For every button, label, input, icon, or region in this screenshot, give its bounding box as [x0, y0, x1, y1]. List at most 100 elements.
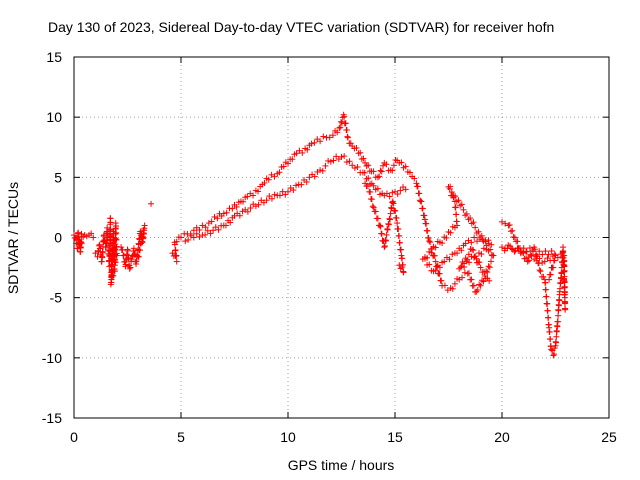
data-point-rise	[342, 120, 349, 127]
data-point-final-dip	[550, 352, 557, 359]
data-point-late-bands	[418, 198, 425, 205]
data-point-drops	[383, 237, 390, 244]
data-point-hour2-3	[125, 255, 132, 262]
data-point-rise	[199, 222, 206, 229]
data-point-drops	[398, 246, 405, 253]
data-point-rise	[202, 224, 209, 231]
ticks: 0 5 10 15 20 25 -15 -10 -5 0 5 10 15	[42, 49, 617, 445]
data-point-rise-lower-band	[303, 179, 310, 186]
data-point-drops	[370, 204, 377, 211]
data-point-late-bands	[485, 263, 492, 270]
data-point-rise	[357, 149, 364, 156]
data-point-rise-lower-band	[322, 162, 329, 169]
data-point-hour1-2	[110, 242, 117, 249]
data-point-rise-lower-band	[236, 212, 243, 219]
data-point-drops	[388, 204, 395, 211]
data-point-late-bands	[451, 280, 458, 287]
data-point-final-dip	[556, 297, 563, 304]
data-point-final-dip	[546, 271, 553, 278]
data-point-final-dip	[547, 336, 554, 343]
data-point-final-dip	[507, 243, 514, 250]
data-point-final-dip	[561, 263, 568, 270]
data-point-rise	[378, 168, 385, 175]
data-point-rise-lower-band	[210, 227, 217, 234]
x-tick-label: 0	[70, 429, 78, 445]
data-point-late-bands	[469, 246, 476, 253]
data-point-rise	[285, 160, 291, 167]
data-point-drops	[381, 243, 388, 250]
data-point-drops	[387, 216, 394, 223]
data-point-rise-lower-band	[338, 153, 345, 160]
data-point-drops	[393, 215, 400, 222]
data-point-late-bands	[475, 250, 482, 257]
data-point-rise	[341, 113, 348, 120]
data-point-final-dip	[548, 247, 555, 254]
data-point-late-bands	[446, 185, 453, 192]
data-point-final-dip	[561, 273, 568, 280]
data-point-final-dip	[561, 252, 568, 259]
data-point-late-bands	[485, 240, 492, 247]
data-point-drops	[396, 262, 403, 269]
data-point-final-dip	[546, 329, 553, 336]
data-point-rise-lower-band	[279, 188, 286, 195]
data-point-rise	[337, 124, 344, 131]
data-point-late-bands	[450, 192, 457, 199]
data-point-final-dip	[524, 258, 531, 265]
data-point-hour1-2	[99, 249, 106, 256]
data-point-rise	[244, 193, 251, 200]
data-point-late-bands	[473, 230, 480, 237]
data-point-rise	[339, 114, 346, 121]
data-point-late-bands	[449, 251, 456, 258]
data-point-rise	[190, 227, 197, 234]
data-point-late-bands	[430, 243, 437, 250]
data-point-rise	[196, 226, 203, 233]
data-point-late-bands	[448, 189, 455, 196]
data-point-drops	[372, 208, 379, 215]
data-point-isolated	[88, 230, 95, 237]
data-point-rise	[365, 162, 372, 169]
data-point-rise-lower-band	[271, 191, 278, 198]
data-point-hour2-3	[137, 240, 144, 247]
data-point-late-bands	[432, 258, 439, 265]
data-point-drops	[390, 200, 397, 207]
data-point-hour2-3	[126, 265, 133, 272]
data-point-rise	[370, 168, 377, 175]
data-point-final-dip	[542, 279, 549, 286]
data-point-rise	[329, 132, 336, 139]
data-point-rise	[280, 163, 287, 170]
data-point-final-dip	[555, 302, 562, 309]
data-point-late-bands	[486, 277, 493, 284]
data-point-rise-lower-band	[354, 163, 361, 170]
data-point-rise-lower-band	[202, 231, 209, 238]
data-point-early-cluster	[71, 232, 77, 239]
data-point-hour2-3	[122, 261, 129, 268]
data-point-late-bands	[476, 259, 483, 266]
data-point-rise	[353, 144, 360, 151]
data-point-final-dip	[542, 248, 549, 255]
data-point-rise-lower-band	[386, 193, 393, 200]
data-point-late-bands	[413, 180, 420, 187]
data-point-drops	[396, 239, 403, 246]
data-point-late-bands	[416, 197, 423, 204]
data-point-rise-lower-band	[190, 234, 197, 241]
data-point-late-bands	[432, 267, 439, 274]
data-point-late-bands	[421, 255, 428, 262]
data-point-rise	[220, 210, 227, 217]
data-point-drops	[378, 230, 385, 237]
data-point-rise-lower-band	[212, 224, 219, 231]
data-point-final-dip	[536, 267, 543, 274]
data-point-final-dip	[554, 318, 561, 325]
data-point-late-bands	[486, 264, 493, 271]
data-point-rise-lower-band	[182, 238, 189, 245]
data-point-late-bands	[472, 253, 479, 260]
data-point-late-bands	[449, 223, 456, 230]
data-point-late-bands	[461, 269, 468, 276]
data-point-final-dip	[536, 255, 543, 262]
data-point-rise-lower-band	[330, 157, 337, 164]
x-tick-label: 15	[387, 429, 403, 445]
data-point-rise	[398, 159, 405, 166]
data-point-rise	[376, 173, 383, 180]
data-point-final-dip	[561, 289, 568, 296]
data-point-final-dip	[544, 307, 551, 314]
data-point-rise-lower-band	[349, 162, 356, 169]
